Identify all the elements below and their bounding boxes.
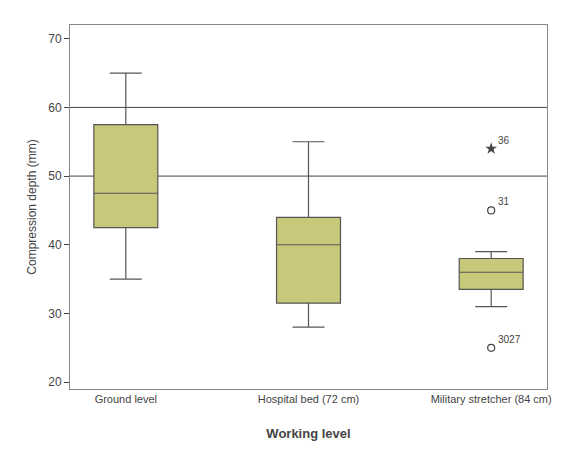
svg-text:Working level: Working level bbox=[266, 426, 350, 441]
svg-text:20: 20 bbox=[48, 375, 62, 389]
svg-text:40: 40 bbox=[48, 238, 62, 252]
svg-text:Military stretcher (84 cm): Military stretcher (84 cm) bbox=[431, 393, 552, 405]
svg-text:50: 50 bbox=[48, 169, 62, 183]
svg-text:36: 36 bbox=[498, 135, 510, 146]
svg-text:30: 30 bbox=[48, 307, 62, 321]
svg-text:Compression depth (mm): Compression depth (mm) bbox=[25, 139, 39, 274]
svg-text:Ground level: Ground level bbox=[95, 393, 157, 405]
svg-text:60: 60 bbox=[48, 101, 62, 115]
svg-text:3027: 3027 bbox=[498, 334, 521, 345]
svg-text:31: 31 bbox=[498, 196, 510, 207]
svg-text:70: 70 bbox=[48, 32, 62, 46]
svg-text:Hospital bed (72 cm): Hospital bed (72 cm) bbox=[258, 393, 360, 405]
